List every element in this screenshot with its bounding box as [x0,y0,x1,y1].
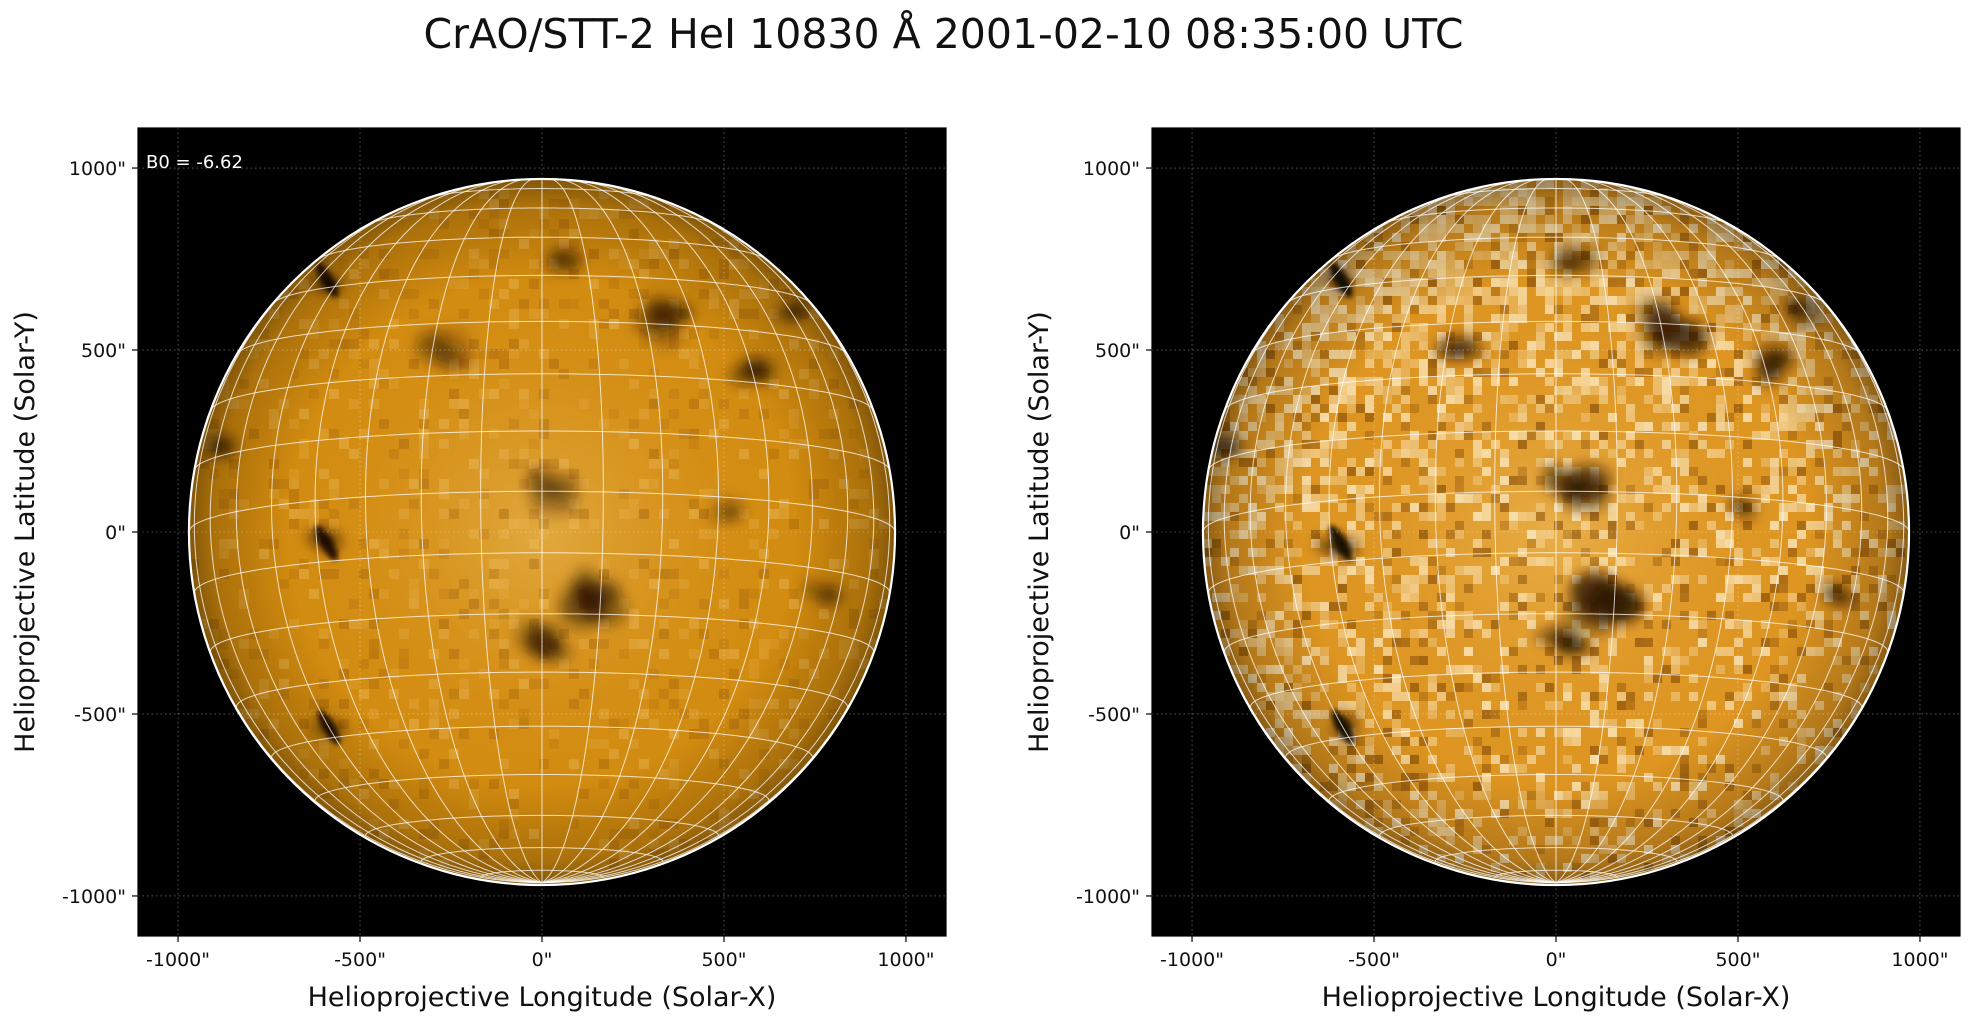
y-tick-labels: 1000" 500" 0" -500" -1000" [1076,158,1140,908]
x-tick-label: 0" [532,949,553,971]
y-tick-label: 500" [1095,340,1140,362]
meridian-line [1434,178,1557,884]
x-tick-label: -1000" [146,949,210,971]
parallel-line [1224,373,1888,410]
y-tick-labels: 1000" 500" 0" -500" -1000" [62,158,126,908]
x-axis-label: Helioprojective Longitude (Solar-X) [308,982,777,1013]
x-tick-label: -500" [334,949,386,971]
parallel-line [271,725,813,758]
y-tick-label: -1000" [62,886,126,908]
parallel-line [480,869,604,878]
panel-left: B0 = -6.62 -1000" -500" 0" 500" 1000" 1000" 5… [10,127,947,1013]
parallel-line [428,188,656,199]
parallel-line [1494,869,1618,878]
x-tick-label: 500" [701,949,746,971]
y-axis-label: Helioprojective Latitude (Solar-Y) [1024,311,1055,753]
meridian-line [541,186,849,884]
parallel-line [1250,320,1862,355]
parallel-line [209,613,875,652]
meridian-line [1328,180,1557,884]
y-tick-label: 1000" [69,158,126,180]
parallel-line [1249,671,1863,708]
meridian-line [314,180,543,884]
meridian-line [541,179,720,884]
meridian-line [1555,179,1734,884]
parallel-line [236,320,848,355]
meridian-line [1555,178,1618,884]
parallel-line [314,774,770,801]
x-tick-labels: -1000" -500" 0" 500" 1000" [146,949,934,971]
y-tick-label: 0" [1119,522,1140,544]
panel-right: -1000" -500" 0" 500" 1000" 1000"500"0"-500"-… [1024,127,1961,1013]
meridian-line [541,180,770,884]
parallel-line [188,490,896,533]
meridian-line [193,236,543,884]
meridian-line [1555,186,1863,884]
b0-annotation: B0 = -6.62 [146,152,243,173]
y-tick-label: 0" [105,522,126,544]
y-tick-label: 500" [81,340,126,362]
y-axis-label: Helioprojective Latitude (Solar-Y) [10,311,41,753]
meridian-line [235,186,543,884]
parallel-line [1379,814,1733,836]
coordinate-grid [187,177,897,887]
parallel-line [1286,274,1826,304]
figure-title: CrAO/STT-2 HeI 10830 Å 2001-02-10 08:35:… [423,10,1464,58]
meridian-line [541,178,604,884]
meridian-line [1555,180,1784,884]
x-tick-label: 1000" [877,949,934,971]
parallel-line [369,207,715,225]
y-tick-label: -500" [74,704,126,726]
parallel-line [1442,188,1670,199]
parallel-line [235,671,849,708]
parallel-line [1328,774,1784,801]
meridian-line [1555,236,1905,884]
parallel-line [1285,725,1827,758]
x-tick-label: 1000" [1891,949,1948,971]
parallel-line [193,552,891,593]
parallel-line [1383,207,1729,225]
y-tick-label: -1000" [1076,886,1140,908]
y-tick-label: -500" [1088,704,1140,726]
meridian-line [364,179,543,884]
meridian-line [541,236,891,884]
parallel-line [210,373,874,410]
axes-dotted-grid [132,128,946,942]
meridian-line [480,178,543,884]
meridian-line [1207,236,1557,884]
x-tick-label: 500" [1715,949,1760,971]
parallel-line [1202,490,1910,533]
parallel-line [365,814,719,836]
meridian-line [1494,178,1557,884]
parallel-line [1223,613,1889,652]
x-axis-label: Helioprojective Longitude (Solar-X) [1322,982,1791,1013]
x-tick-label: -500" [1348,949,1400,971]
y-tick-label: 1000" [1083,158,1140,180]
x-tick-labels: -1000" -500" 0" 500" 1000" [1160,949,1948,971]
axes-frame [1151,127,1961,937]
parallel-line [272,274,812,304]
meridian-line [420,178,543,884]
x-tick-label: -1000" [1160,949,1224,971]
parallel-line [1207,552,1905,593]
parallel-line [420,847,664,862]
axes-dotted-grid [1146,128,1960,942]
coordinate-grid [1201,177,1911,887]
parallel-line [1434,847,1678,862]
meridian-line [1378,179,1557,884]
x-tick-label: 0" [1546,949,1567,971]
meridian-line [1555,178,1678,884]
meridian-line [1249,186,1557,884]
meridian-line [541,178,664,884]
axes-frame [137,127,947,937]
